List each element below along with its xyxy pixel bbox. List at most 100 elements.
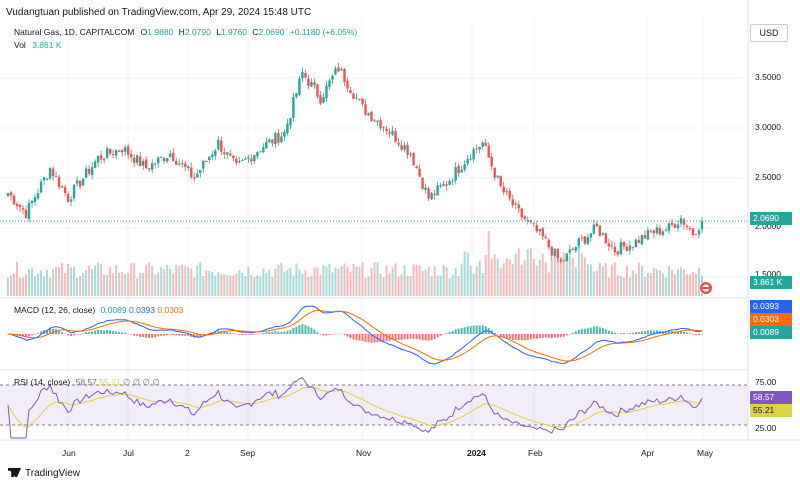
candle-body: [223, 152, 226, 155]
candle-body: [529, 220, 532, 223]
candle-body: [69, 199, 73, 202]
candle-body: [556, 248, 559, 259]
candle-body: [691, 228, 695, 236]
macd-histogram-bar: [508, 334, 511, 340]
macd-histogram-bar: [568, 333, 571, 335]
candle-body: [610, 245, 614, 247]
volume-bar: [463, 251, 466, 296]
volume-bar: [667, 265, 670, 296]
macd-label[interactable]: MACD (12, 26, close): [14, 305, 96, 315]
volume-bar: [658, 270, 661, 296]
vol-label[interactable]: Vol: [14, 40, 26, 50]
macd-badge: 0.0393: [750, 300, 792, 313]
volume-bar: [400, 274, 403, 296]
volume-bar: [490, 259, 493, 296]
volume-bar: [460, 263, 463, 296]
candle-body: [256, 152, 259, 157]
macd-histogram-bar: [457, 328, 460, 334]
macd-histogram-bar: [643, 331, 646, 334]
volume-bar: [49, 277, 52, 296]
volume-bar: [217, 272, 220, 296]
candle-body: [346, 80, 349, 89]
macd-histogram-bar: [25, 334, 28, 338]
price-tick: 3.0000: [755, 122, 781, 132]
time-tick: Jun: [62, 448, 76, 458]
candle-body: [547, 239, 550, 248]
volume-bar: [301, 274, 304, 296]
macd-histogram-bar: [547, 334, 550, 338]
macd-histogram-bar: [127, 333, 130, 335]
volume-bar: [397, 276, 400, 296]
volume-bar: [562, 252, 565, 296]
candle-body: [199, 169, 202, 173]
candle-body: [565, 253, 569, 262]
symbol-label[interactable]: Natural Gas, 1D, CAPITALCOM: [14, 27, 135, 37]
tradingview-logo[interactable]: TradingView: [8, 468, 80, 479]
macd-histogram-bar: [229, 332, 232, 334]
macd-histogram-bar: [406, 334, 409, 340]
volume-bar: [502, 263, 505, 296]
candle-body: [655, 227, 659, 234]
volume-bar: [496, 258, 499, 296]
candle-body: [523, 216, 526, 220]
candle-body: [247, 157, 250, 159]
vol-value: 3.861 K: [32, 40, 62, 50]
candle-body: [343, 68, 346, 82]
volume-bar: [523, 260, 526, 296]
candle-body: [538, 228, 541, 232]
candle-body: [157, 157, 160, 164]
volume-bar: [235, 273, 238, 296]
volume-bar: [244, 276, 247, 296]
macd-histogram-bar: [118, 331, 121, 334]
currency-button[interactable]: USD: [750, 24, 788, 42]
candle-body: [144, 159, 148, 169]
candle-body: [613, 246, 617, 253]
volume-bar: [493, 254, 496, 296]
volume-legend: Vol 3.861 K: [14, 40, 62, 50]
volume-bar: [565, 258, 568, 296]
volume-bar: [385, 265, 388, 296]
macd-histogram-bar: [499, 334, 502, 337]
volume-bar: [382, 277, 385, 296]
candle-body: [81, 178, 85, 186]
rsi-label[interactable]: RSI (14, close): [14, 377, 71, 387]
volume-bar: [544, 262, 547, 296]
macd-histogram-bar: [277, 331, 280, 334]
signal-badge: 0.0303: [750, 313, 792, 326]
macd-histogram-bar: [181, 334, 184, 336]
candle-body: [418, 168, 421, 177]
candle-body: [295, 93, 298, 98]
volume-bar: [280, 262, 283, 296]
volume-badge: 3.861 K: [750, 276, 792, 289]
volume-bar: [349, 271, 352, 296]
candle-body: [129, 154, 133, 158]
macd-histogram-bar: [649, 330, 652, 334]
candle-body: [190, 167, 193, 177]
volume-bar: [448, 277, 451, 296]
volume-bar: [286, 269, 289, 296]
volume-bar: [259, 276, 262, 296]
macd-histogram-bar: [172, 334, 175, 335]
volume-bar: [67, 263, 70, 296]
candle-body: [226, 152, 229, 155]
volume-bar: [316, 267, 319, 296]
volume-bar: [304, 270, 307, 296]
macd-histogram-bar: [415, 334, 418, 340]
volume-bar: [361, 262, 364, 296]
volume-bar: [676, 269, 679, 296]
macd-line: [7, 305, 703, 365]
volume-bar: [100, 263, 103, 296]
time-tick: Nov: [356, 448, 372, 458]
macd-histogram-bar: [223, 331, 226, 334]
volume-bar: [184, 266, 187, 296]
candle-body: [102, 159, 106, 161]
candle-body: [577, 238, 581, 246]
macd-histogram-bar: [424, 334, 427, 341]
macd-histogram-bar: [124, 332, 127, 334]
volume-bar: [157, 272, 160, 296]
high-label: H: [178, 27, 185, 37]
macd-histogram-bar: [316, 331, 319, 334]
macd-histogram-bar: [331, 334, 334, 335]
candle-body: [658, 228, 662, 235]
